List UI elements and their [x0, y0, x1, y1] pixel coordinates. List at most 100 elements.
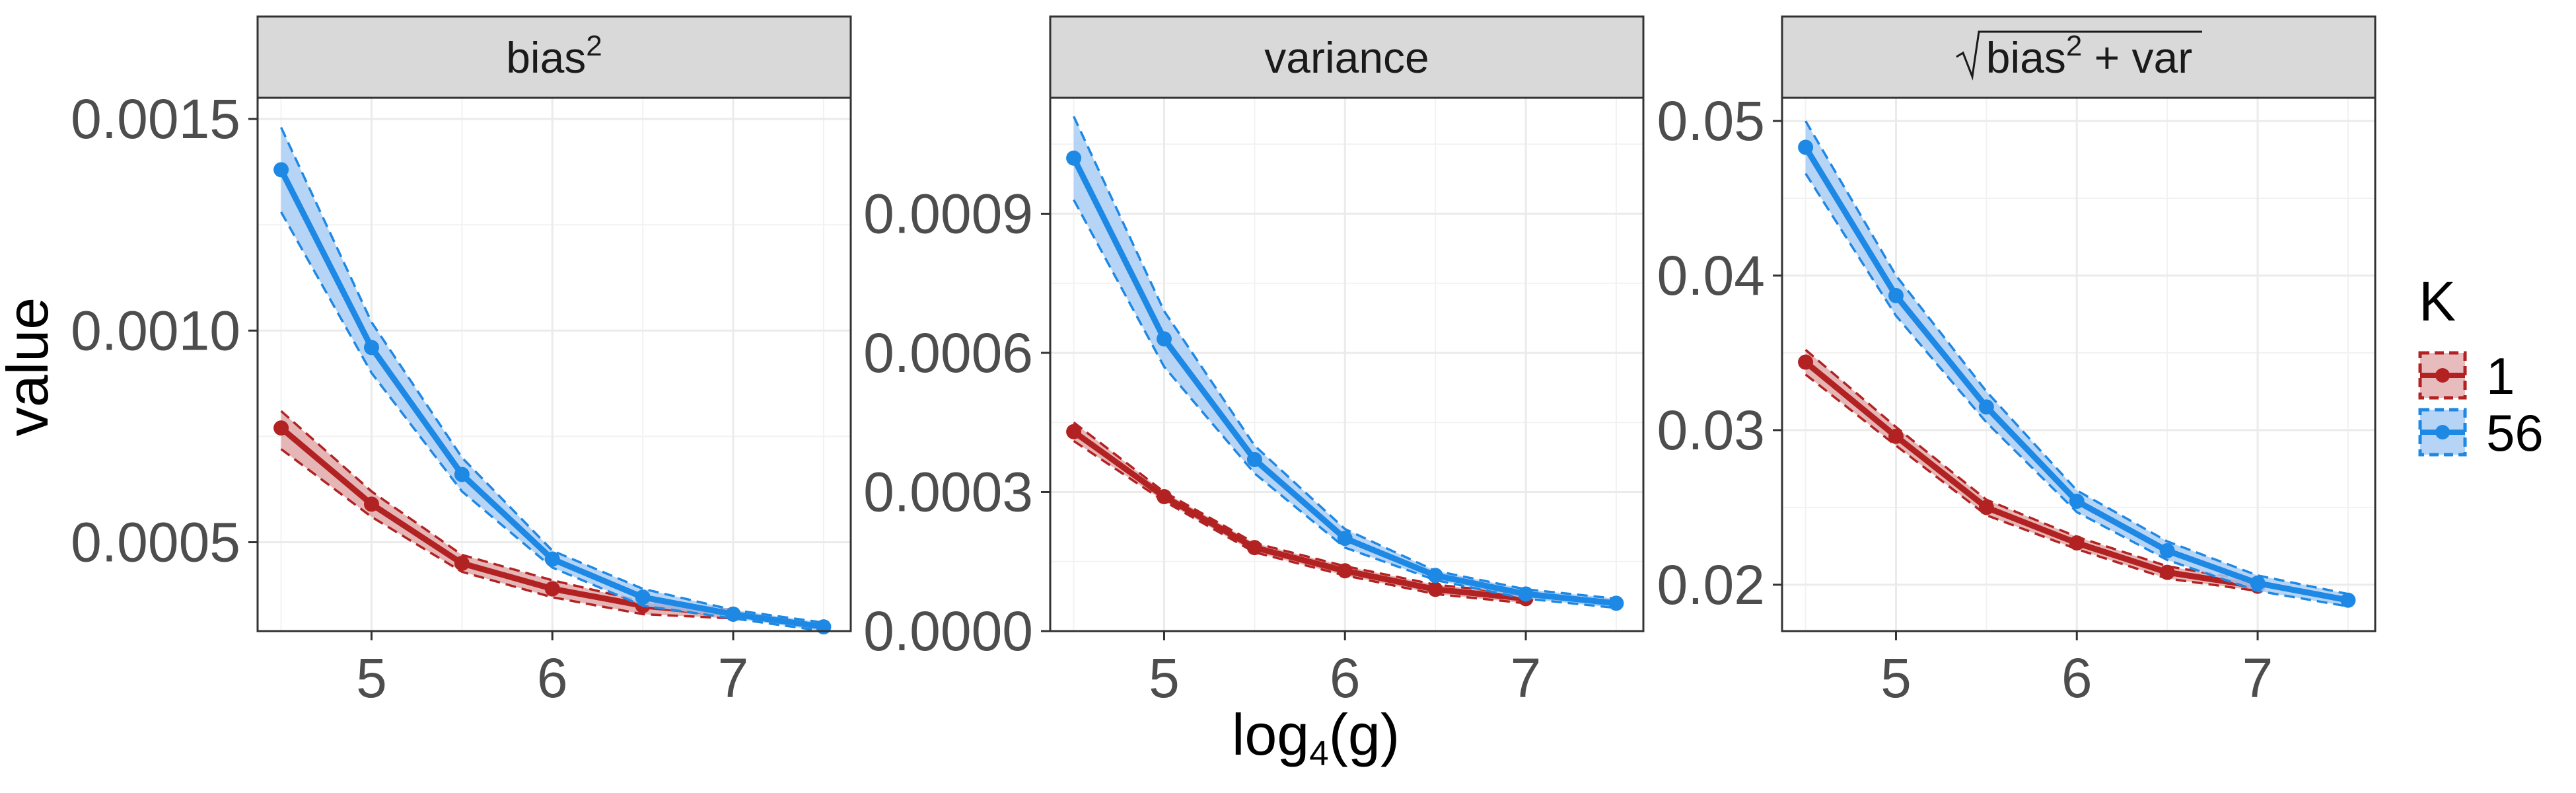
data-point-k-1	[2069, 535, 2085, 551]
legend-title: K	[2419, 270, 2456, 332]
data-point-k-1	[273, 420, 289, 436]
data-point-k-56	[2159, 543, 2175, 558]
facet-strip-label: bias2	[506, 30, 602, 82]
data-point-k-1	[1156, 488, 1172, 504]
band-lower-edge-k-1	[280, 448, 734, 620]
y-tick-label: 0.0010	[71, 299, 240, 361]
data-point-k-56	[1978, 399, 1994, 415]
x-tick-label: 6	[1330, 647, 1361, 709]
legend-key-1	[2418, 351, 2467, 400]
data-point-k-1	[1798, 354, 1814, 370]
data-point-k-56	[544, 551, 560, 567]
x-axis-title-base: log	[1232, 702, 1309, 767]
strip-label-base: bias	[1986, 33, 2066, 82]
data-point-k-1	[544, 581, 560, 597]
facet-strip-label: bias2 + var	[1986, 30, 2192, 82]
x-tick-label: 6	[537, 647, 568, 709]
facet-panel-2: variance 5 6 7 0.0000 0.0003 0.0006 0.0009	[863, 15, 1645, 709]
y-tick-label: 0.0005	[71, 511, 240, 574]
x-tick-label: 5	[1149, 647, 1180, 709]
panel-background	[258, 98, 851, 631]
data-point-k-1	[1888, 428, 1904, 444]
facet-strip	[1781, 15, 2377, 99]
x-tick-label: 5	[356, 647, 387, 709]
band-lower-edge-k-1	[1805, 373, 2258, 592]
y-tick-label: 0.0015	[71, 88, 240, 150]
panel-background	[1782, 98, 2375, 631]
y-tick-label: 0.0000	[863, 600, 1033, 662]
y-tick-label: 0.0009	[863, 182, 1033, 245]
x-tick-label: 7	[2242, 647, 2273, 709]
data-point-k-56	[454, 467, 470, 482]
data-point-k-1	[454, 556, 470, 572]
facet-panel-3: bias2 + var 5 6 7 0.02 0.03 0.04 0.05	[1657, 15, 2377, 709]
data-point-k-56	[2069, 494, 2085, 510]
facet-strip-label: variance	[1264, 33, 1429, 82]
data-point-k-1	[1978, 500, 1994, 515]
data-point-k-56	[1337, 531, 1353, 547]
facet-strip	[256, 15, 852, 99]
data-point-k-56	[1066, 150, 1082, 166]
data-point-k-56	[1888, 287, 1904, 303]
data-point-k-1	[1246, 540, 1262, 556]
series-k-56	[1798, 120, 2356, 608]
series-k-56	[1066, 116, 1624, 611]
legend-key-1-point	[2435, 368, 2450, 383]
data-point-k-56	[1798, 139, 1814, 155]
facet-strip	[1049, 15, 1645, 99]
x-axis-title-sub: 4	[1309, 734, 1328, 773]
strip-label-superscript: 2	[586, 30, 602, 62]
x-tick-label: 5	[1880, 647, 1912, 709]
y-tick-label: 0.02	[1657, 554, 1766, 616]
x-tick-label: 7	[1511, 647, 1542, 709]
band-lower-edge-k-56	[1805, 172, 2349, 608]
series-line-k-1	[1803, 359, 2258, 589]
legend-key-56	[2418, 408, 2467, 457]
x-tick-label: 7	[718, 647, 749, 709]
x-axis-title-rest: (g)	[1329, 702, 1400, 767]
data-point-k-1	[363, 496, 379, 512]
y-axis-title: value	[0, 297, 60, 436]
data-point-k-56	[635, 589, 651, 605]
sqrt-radical-sign	[1956, 30, 2202, 81]
y-tick-label: 0.0006	[863, 322, 1033, 384]
band-upper-edge-k-56	[1073, 116, 1617, 600]
x-tick-label: 6	[2061, 647, 2093, 709]
data-point-k-56	[1608, 595, 1624, 611]
band-lower-edge-k-56	[280, 211, 824, 632]
legend-label-56: 56	[2486, 404, 2544, 462]
band-upper-edge-k-1	[1073, 421, 1526, 595]
data-point-k-56	[725, 606, 741, 622]
y-tick-label: 0.05	[1657, 90, 1766, 152]
data-point-k-56	[273, 162, 289, 178]
data-point-k-1	[2159, 564, 2175, 580]
facet-panel-1: bias2 5 6 7 0.0005 0.0010 0.0015	[71, 15, 852, 709]
confidence-band-k-56	[281, 127, 824, 632]
data-point-k-56	[363, 340, 379, 356]
x-axis-title: log4(g)	[1232, 702, 1400, 773]
data-point-k-56	[1246, 451, 1262, 467]
data-point-k-56	[2250, 575, 2266, 591]
strip-label-superscript: 2	[2066, 30, 2082, 62]
series-line-k-1	[1071, 429, 1526, 602]
y-tick-label: 0.04	[1657, 245, 1766, 307]
data-point-k-56	[1518, 586, 1534, 602]
y-tick-label: 0.0003	[863, 461, 1033, 523]
data-point-k-56	[1156, 331, 1172, 347]
legend: K 1 56	[2418, 270, 2544, 462]
y-tick-label: 0.03	[1657, 399, 1766, 461]
data-point-k-1	[1427, 582, 1443, 597]
data-point-k-1	[1337, 563, 1353, 579]
data-point-k-56	[1427, 568, 1443, 584]
data-point-k-56	[2340, 592, 2356, 608]
panel-background	[1050, 98, 1643, 631]
band-upper-edge-k-1	[1805, 348, 2258, 583]
strip-label-rest: + var	[2082, 33, 2192, 82]
strip-label-base: bias	[506, 33, 586, 82]
legend-label-1: 1	[2486, 347, 2515, 405]
confidence-band-k-56	[1805, 121, 2348, 607]
data-point-k-1	[1066, 424, 1082, 439]
data-point-k-56	[816, 619, 832, 635]
